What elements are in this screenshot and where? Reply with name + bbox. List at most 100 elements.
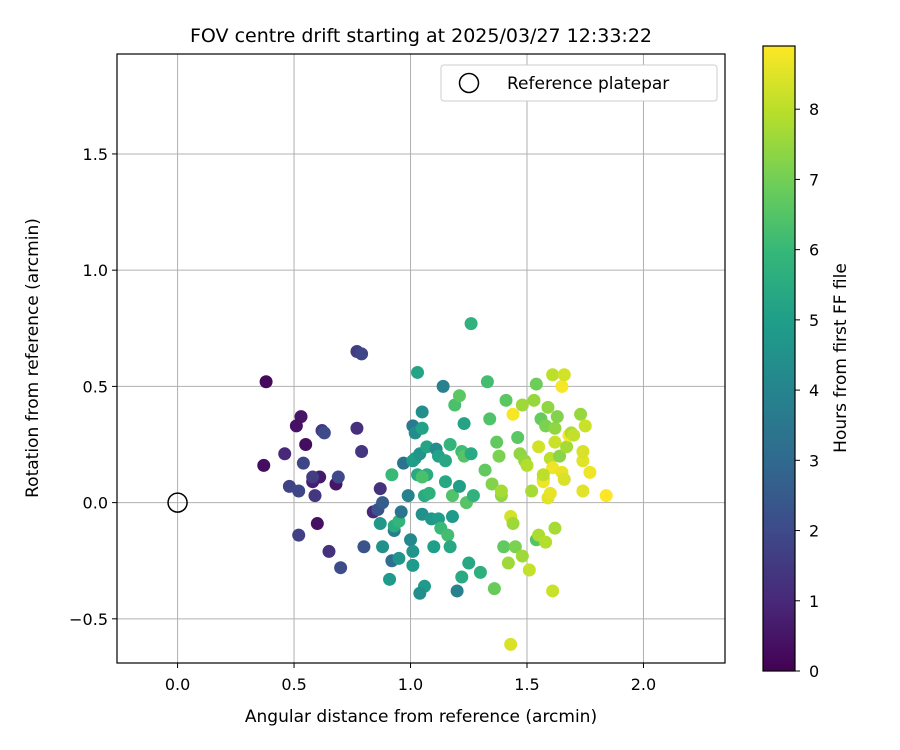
data-point <box>427 540 441 554</box>
data-point <box>464 447 478 461</box>
y-tick-label: 0.0 <box>83 494 108 513</box>
data-point <box>539 535 553 549</box>
x-tick-label: 2.0 <box>631 675 656 694</box>
data-point <box>557 472 571 486</box>
data-point <box>487 582 501 596</box>
data-point <box>443 540 457 554</box>
plot-frame <box>116 53 726 664</box>
data-point <box>383 572 397 586</box>
y-tick-label: 1.0 <box>83 261 108 280</box>
data-point <box>466 489 480 503</box>
colorbar-tick-label: 4 <box>809 381 819 400</box>
data-point <box>385 468 399 482</box>
data-point <box>529 377 543 391</box>
data-point <box>494 484 508 498</box>
colorbar-tick-label: 6 <box>809 241 819 260</box>
data-point <box>527 393 541 407</box>
data-point <box>546 584 560 598</box>
data-point <box>445 489 459 503</box>
legend: Reference platepar <box>440 64 718 102</box>
data-point <box>546 368 560 382</box>
data-point <box>406 558 420 572</box>
data-point <box>422 486 436 500</box>
data-point <box>278 447 292 461</box>
data-point <box>455 570 469 584</box>
data-point <box>560 440 574 454</box>
data-point <box>436 379 450 393</box>
data-point <box>289 419 303 433</box>
data-point <box>550 410 564 424</box>
data-point <box>576 444 590 458</box>
data-point <box>553 449 567 463</box>
y-tick-label: 0.5 <box>83 377 108 396</box>
data-point <box>583 465 597 479</box>
data-point <box>548 521 562 535</box>
data-point <box>515 549 529 563</box>
data-point <box>574 407 588 421</box>
data-point <box>599 489 613 503</box>
reference-marker <box>167 492 188 513</box>
x-tick-label: 1.0 <box>398 675 423 694</box>
x-tick-label: 1.5 <box>514 675 539 694</box>
data-point <box>376 496 390 510</box>
data-point <box>355 347 369 361</box>
data-point <box>394 505 408 519</box>
data-point <box>485 477 499 491</box>
colorbar: 0 1 2 3 4 5 6 7 8 Hours from first FF file <box>762 45 851 681</box>
data-point <box>308 489 322 503</box>
colorbar-tick-label: 0 <box>809 662 819 681</box>
data-point <box>576 454 590 468</box>
data-point <box>299 438 313 452</box>
data-point <box>334 561 348 575</box>
data-point <box>411 365 425 379</box>
legend-box <box>440 64 718 102</box>
data-point <box>543 486 557 500</box>
data-point <box>520 458 534 472</box>
data-point <box>438 475 452 489</box>
data-point <box>506 517 520 531</box>
data-point <box>557 368 571 382</box>
colorbar-tick-label: 5 <box>809 311 819 330</box>
data-point <box>483 412 497 426</box>
data-point <box>415 470 429 484</box>
colorbar-tick-label: 1 <box>809 592 819 611</box>
data-point <box>506 407 520 421</box>
legend-entry: Reference platepar <box>507 74 669 94</box>
data-point <box>373 517 387 531</box>
data-point <box>499 393 513 407</box>
data-point <box>525 484 539 498</box>
data-point <box>532 440 546 454</box>
data-point <box>355 444 369 458</box>
data-point <box>452 479 466 493</box>
grid-lines <box>117 54 725 663</box>
data-point <box>490 435 504 449</box>
data-point <box>373 482 387 496</box>
data-point <box>576 484 590 498</box>
data-point <box>504 637 518 651</box>
y-tick-label: 1.5 <box>83 145 108 164</box>
data-point <box>480 375 494 389</box>
y-axis-ticks: −0.5 0.0 0.5 1.0 1.5 <box>69 145 117 629</box>
data-point <box>292 484 306 498</box>
data-point <box>536 468 550 482</box>
data-point <box>415 421 429 435</box>
x-tick-label: 0.5 <box>281 675 306 694</box>
x-axis-ticks: 0.0 0.5 1.0 1.5 2.0 <box>165 663 656 694</box>
data-point <box>257 458 271 472</box>
data-point <box>406 544 420 558</box>
colorbar-tick-label: 8 <box>809 100 819 119</box>
data-point <box>357 540 371 554</box>
data-point <box>331 470 345 484</box>
data-point <box>541 400 555 414</box>
data-point <box>415 405 429 419</box>
data-point <box>259 375 273 389</box>
colorbar-tick-label: 7 <box>809 170 819 189</box>
data-point <box>404 533 418 547</box>
data-point <box>296 456 310 470</box>
data-points <box>257 317 613 651</box>
data-point <box>548 421 562 435</box>
data-point <box>392 551 406 565</box>
data-point <box>310 517 324 531</box>
data-point <box>508 540 522 554</box>
